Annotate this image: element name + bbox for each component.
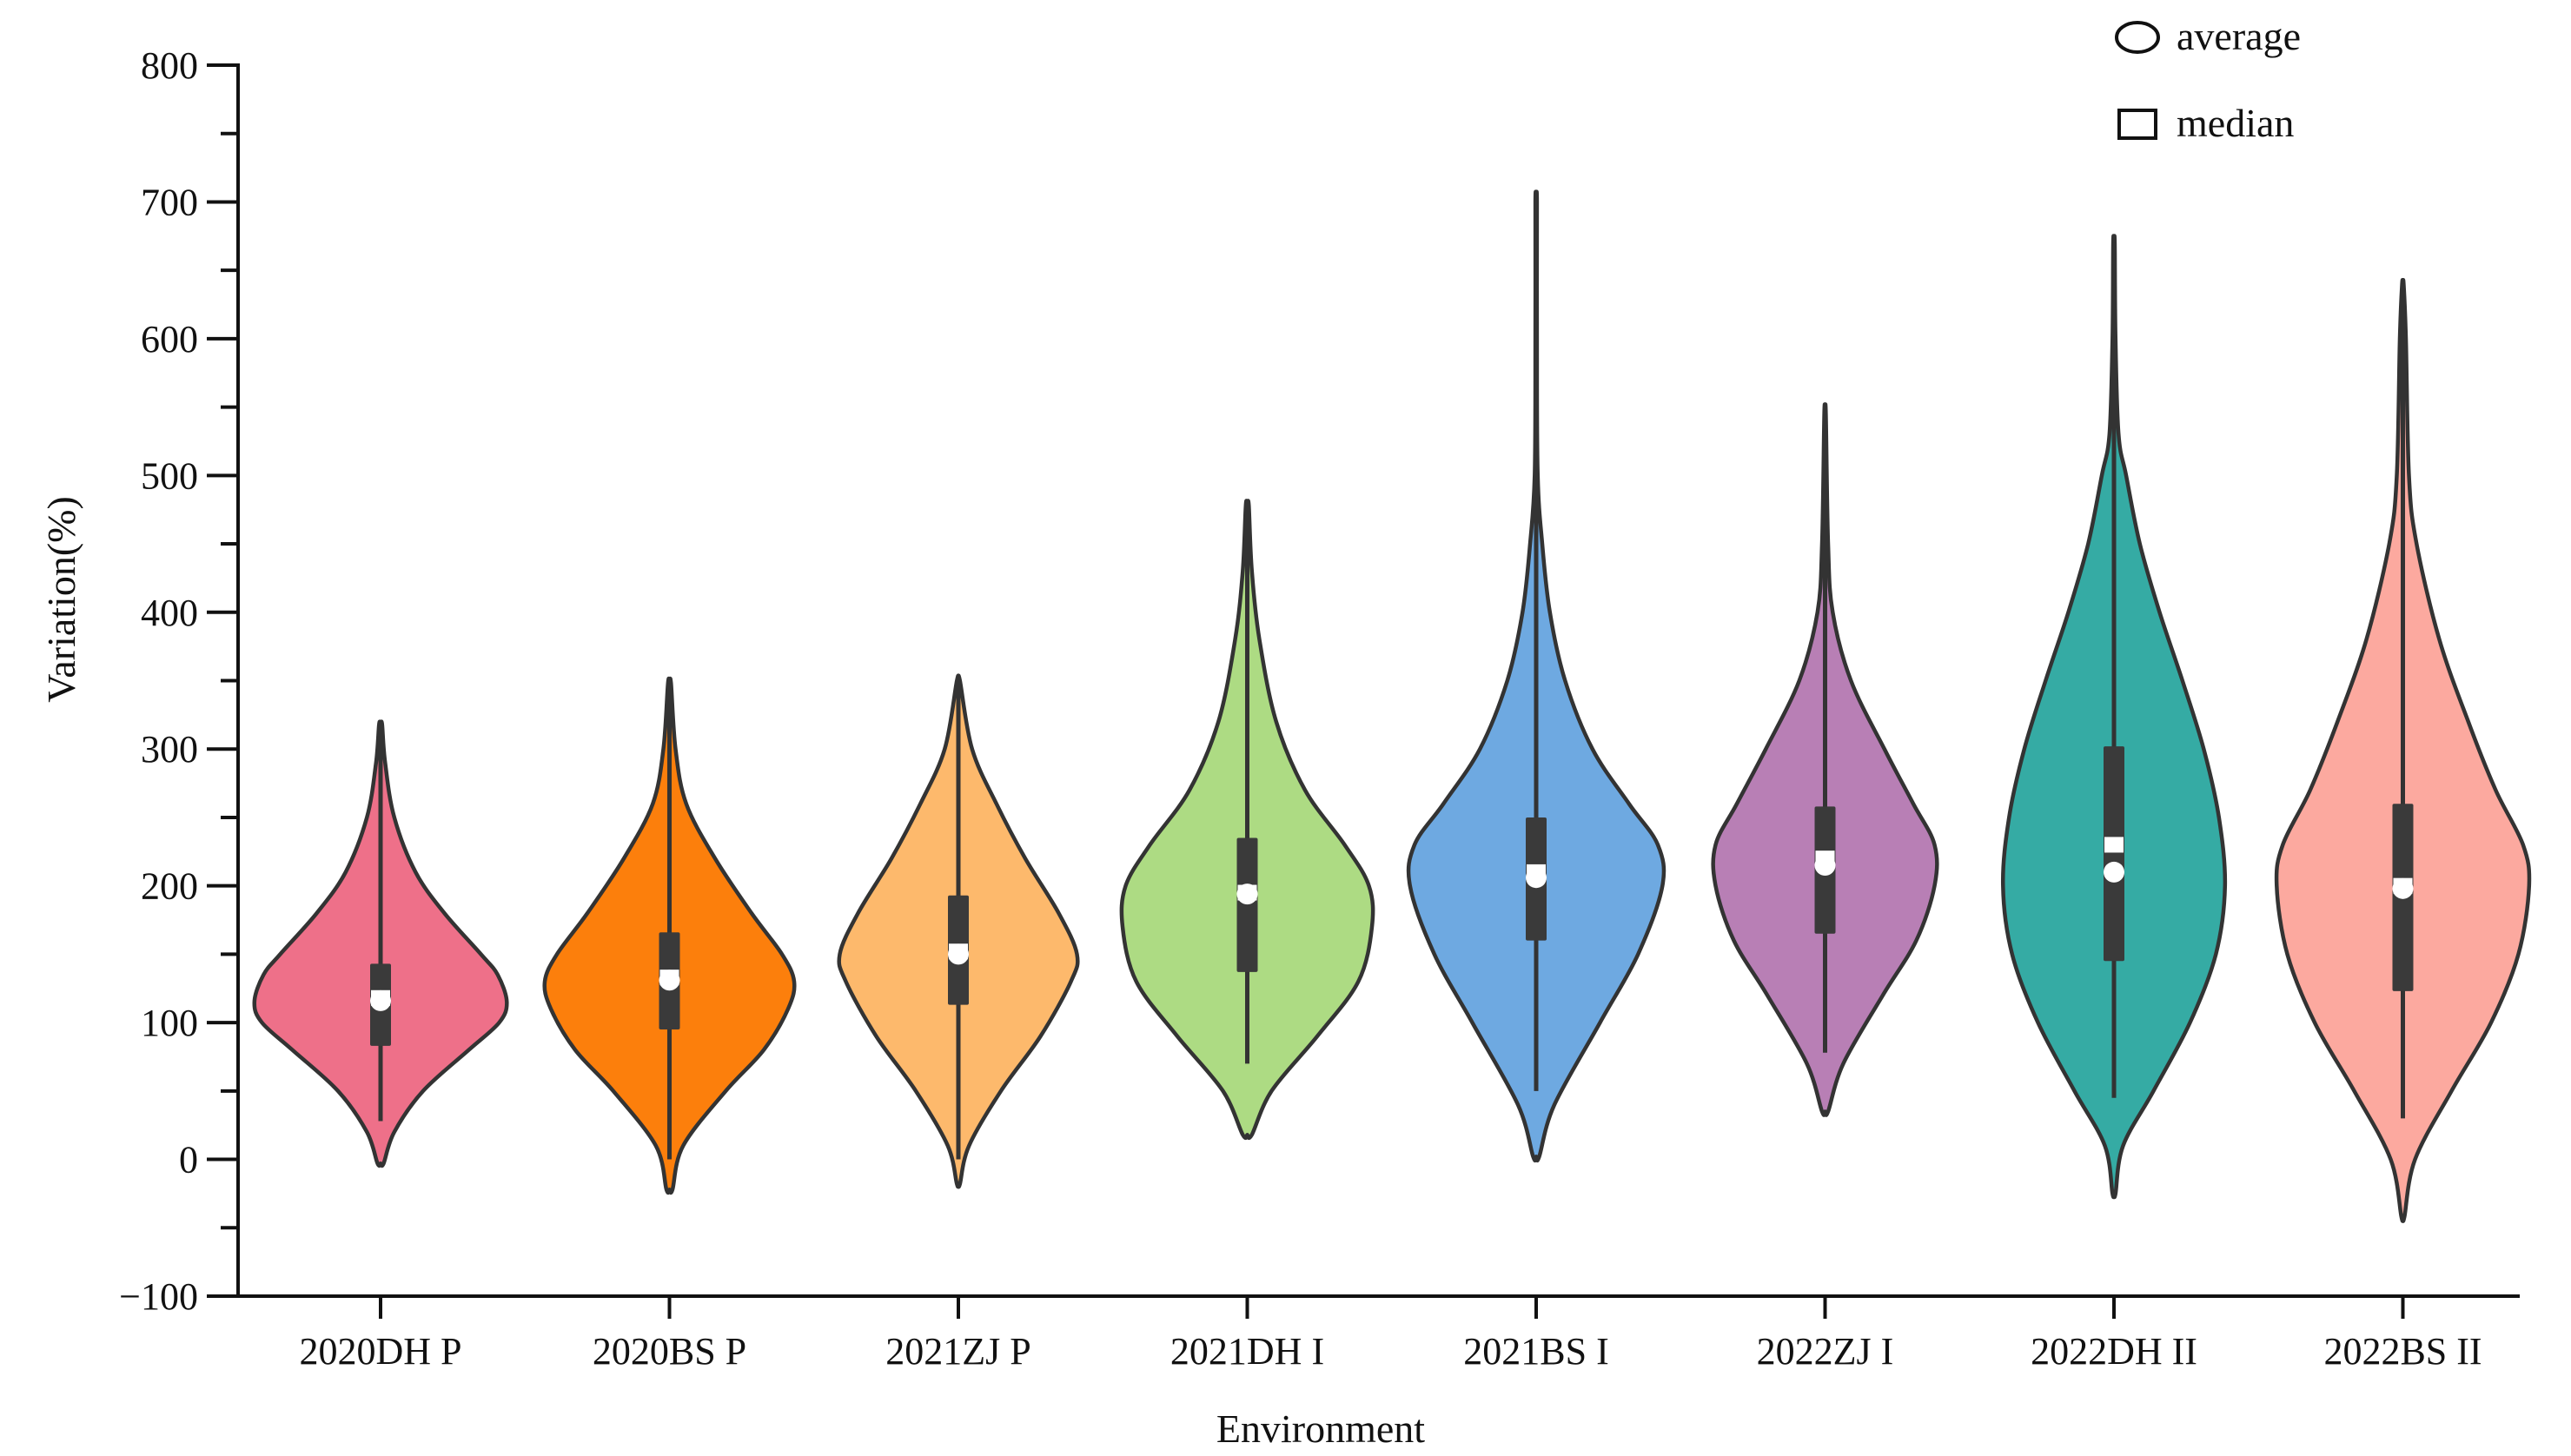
violin-2021zj-p	[837, 673, 1080, 1189]
mean-marker	[370, 989, 391, 1011]
violin-2022bs-ii	[2274, 278, 2532, 1223]
axes: −100 0 100 200 300 400 500 600 700 800 2020DH P 202…	[119, 44, 2520, 1373]
legend-average-marker	[2115, 21, 2160, 54]
mean-marker	[1526, 867, 1547, 889]
median-marker	[2104, 837, 2124, 853]
legend: average median	[2115, 14, 2301, 145]
x-tick-label: 2021BS I	[1463, 1330, 1608, 1373]
x-tick-label: 2022DH II	[2031, 1330, 2197, 1373]
y-tick-label: −100	[119, 1275, 198, 1318]
violin-2021bs-i	[1406, 189, 1667, 1163]
legend-median-marker	[2117, 109, 2157, 140]
x-tick-label: 2020BS P	[593, 1330, 746, 1373]
y-tick-label: 300	[141, 728, 198, 771]
y-tick-label: 700	[141, 181, 198, 223]
violin-2022zj-i	[1711, 402, 1939, 1117]
legend-average-label: average	[2177, 14, 2301, 58]
y-tick-label: 600	[141, 318, 198, 361]
legend-median-label: median	[2177, 101, 2294, 145]
x-tick-label: 2021DH I	[1170, 1330, 1324, 1373]
y-axis-title: Variation(%)	[39, 496, 83, 703]
y-tick-label: 800	[141, 44, 198, 87]
violin-2020bs-p	[542, 676, 797, 1195]
mean-marker	[948, 943, 969, 965]
mean-marker	[1814, 855, 1836, 877]
mean-marker	[659, 970, 680, 991]
x-tick-label: 2022BS II	[2323, 1330, 2482, 1373]
violins	[252, 189, 2532, 1223]
y-tick-label: 100	[141, 1002, 198, 1044]
mean-marker	[1236, 884, 1258, 905]
mean-marker	[2104, 861, 2124, 883]
violin-2020dh-p	[252, 719, 509, 1168]
x-axis-title: Environment	[1216, 1406, 1425, 1451]
y-tick-label: 400	[141, 592, 198, 634]
y-tick-label: 0	[179, 1139, 198, 1181]
x-tick-label: 2021ZJ P	[885, 1330, 1030, 1373]
x-tick-label: 2020DH P	[299, 1330, 461, 1373]
iqr-box	[2104, 746, 2124, 962]
violin-2021dh-i	[1119, 499, 1375, 1141]
y-tick-label: 500	[141, 454, 198, 497]
mean-marker	[2392, 877, 2414, 899]
iqr-box	[1236, 837, 1258, 972]
y-tick-label: 200	[141, 865, 198, 908]
violin-2022dh-ii	[2000, 234, 2228, 1200]
x-tick-label: 2022ZJ I	[1757, 1330, 1894, 1373]
